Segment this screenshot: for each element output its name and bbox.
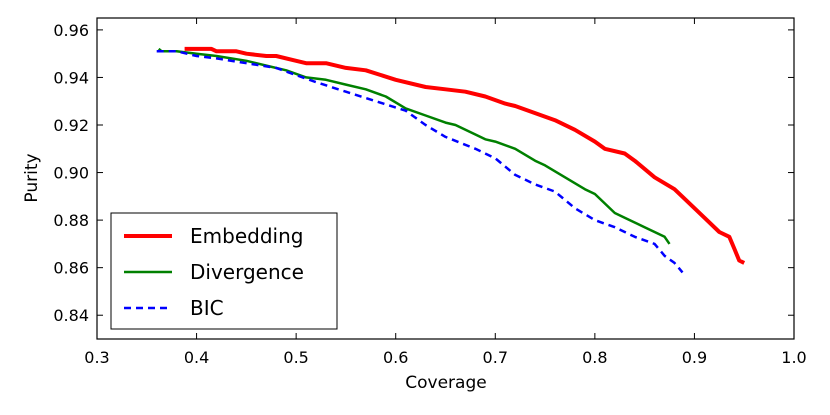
legend: Embedding Divergence BIC xyxy=(110,212,338,330)
series-line-embedding xyxy=(184,46,746,265)
x-tick-label: 0.3 xyxy=(84,348,109,367)
y-tick-label: 0.84 xyxy=(53,306,89,325)
y-tick-label: 0.96 xyxy=(53,21,89,40)
x-tick-label: 0.7 xyxy=(483,348,508,367)
x-axis-ticks: 0.3 0.4 0.5 0.6 0.7 0.8 0.9 1.0 xyxy=(84,18,807,367)
x-tick-label: 0.8 xyxy=(582,348,607,367)
y-tick-label: 0.88 xyxy=(53,211,89,230)
y-tick-label: 0.92 xyxy=(53,116,89,135)
y-axis-ticks: 0.84 0.86 0.88 0.90 0.92 0.94 0.96 xyxy=(53,21,794,325)
x-tick-label: 0.6 xyxy=(383,348,408,367)
legend-label-bic: BIC xyxy=(190,296,224,320)
y-axis-label: Purity xyxy=(22,153,42,202)
x-tick-label: 0.9 xyxy=(682,348,707,367)
x-axis-label: Coverage xyxy=(405,373,486,393)
series-layer xyxy=(156,46,746,274)
legend-label-embedding: Embedding xyxy=(190,224,303,248)
y-tick-label: 0.94 xyxy=(53,68,89,87)
y-tick-label: 0.90 xyxy=(53,164,89,183)
series-line-bic xyxy=(156,50,684,274)
legend-entries: Embedding Divergence BIC xyxy=(124,224,304,320)
legend-label-divergence: Divergence xyxy=(190,260,304,284)
x-tick-label: 0.4 xyxy=(184,348,209,367)
y-tick-label: 0.86 xyxy=(53,259,89,278)
x-tick-label: 1.0 xyxy=(781,348,806,367)
series-line-divergence xyxy=(157,47,671,245)
plot-area-frame xyxy=(96,17,795,340)
x-tick-label: 0.5 xyxy=(283,348,308,367)
